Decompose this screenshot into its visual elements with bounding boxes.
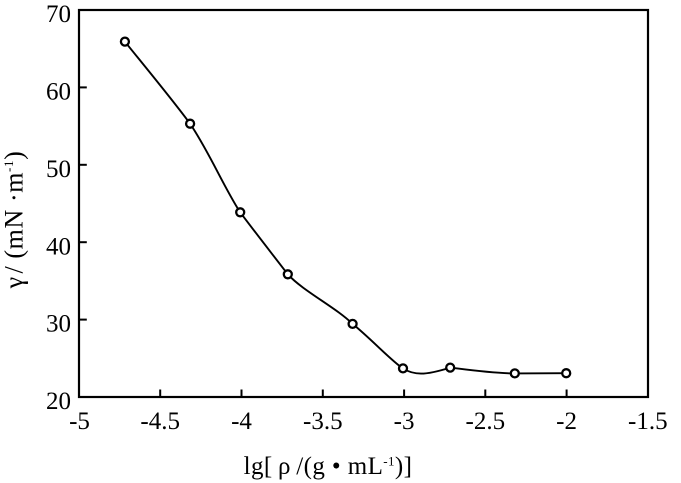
svg-text:-5: -5 [69,408,90,435]
svg-text:-1.5: -1.5 [628,408,668,435]
svg-text:-4.5: -4.5 [140,408,180,435]
svg-text:30: 30 [46,311,71,338]
svg-text:lg[ ρ /(g • mL-1)]: lg[ ρ /(g • mL-1)] [244,453,413,480]
svg-text:-3.5: -3.5 [303,408,343,435]
svg-text:-4: -4 [231,408,252,435]
svg-text:-2.5: -2.5 [466,408,506,435]
svg-text:50: 50 [46,156,71,183]
svg-text:-2: -2 [556,408,577,435]
svg-text:20: 20 [46,388,71,415]
svg-text:40: 40 [46,233,71,260]
svg-text:70: 70 [46,1,71,28]
svg-text:γ / (mN ·m-1): γ / (mN ·m-1) [0,151,29,290]
svg-text:-3: -3 [394,408,415,435]
svg-text:60: 60 [46,79,71,106]
